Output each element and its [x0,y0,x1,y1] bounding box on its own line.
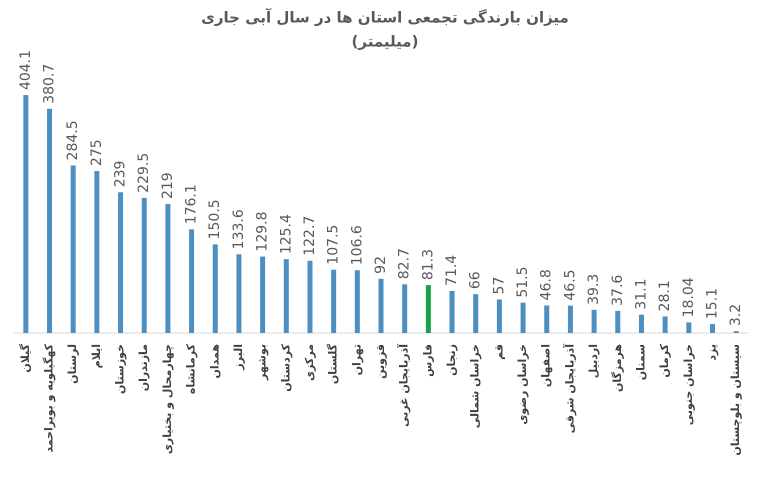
value-label: 46.8 [539,269,555,300]
bar [496,299,502,333]
value-label: 284.5 [65,120,81,160]
chart-subtitle: (میلیمتر) [352,33,419,51]
value-label: 404.1 [18,50,34,90]
x-tick-label: بوشهر [256,344,269,381]
value-label: 15.1 [704,288,720,319]
x-tick-label: آذربایجان غربی [397,344,411,427]
x-tick-label: هرمزگان [611,344,624,392]
x-tick-label: ایلام [90,344,103,368]
bar [544,305,550,333]
bar [402,284,408,333]
x-tick-label: البرز [232,344,245,371]
value-label: 46.5 [562,269,578,300]
bar [520,302,526,333]
bar [260,256,266,333]
bar [591,309,597,333]
value-label: 66 [468,271,484,289]
value-label: 380.7 [42,64,58,104]
bar [212,244,218,333]
x-tick-label: سیستان و بلوچستان [729,344,742,456]
value-label: 57 [491,277,507,295]
x-tick-label: قم [492,344,505,360]
x-tick-label: خوزستان [114,344,127,394]
value-label: 18.04 [681,277,697,317]
bar [331,269,337,333]
x-tick-label: گیلان [19,343,32,372]
bar [449,290,455,333]
value-label: 275 [89,139,105,166]
x-tick-label: آذربایجان شرقی [562,344,576,434]
value-label: 51.5 [515,267,531,298]
bar [567,305,573,333]
value-label: 107.5 [326,225,342,265]
value-label: 82.7 [397,248,413,279]
x-tick-label: سمنان [634,344,647,380]
x-tick-label: تهران [350,344,363,375]
value-label: 92 [373,256,389,274]
value-label: 31.1 [633,279,649,310]
x-tick-label: مرکزی [303,344,316,381]
x-tick-label: زنجان [445,344,458,376]
x-tick-label: مازندران [137,344,150,391]
bar [307,260,313,333]
bar [686,322,692,333]
value-label: 37.6 [610,275,626,306]
value-label: 133.6 [231,209,247,249]
x-tick-label: چهارمحال و بختیاری [161,344,174,454]
value-label: 219 [160,172,176,199]
bar [47,108,53,333]
value-label: 106.6 [349,225,365,265]
value-label: 150.5 [207,199,223,239]
x-tick-label: خراسان جنوبی [682,344,695,425]
value-label: 129.8 [255,211,271,251]
bar [141,197,147,333]
bar [615,310,621,333]
bar [733,331,739,333]
x-tick-label: همدان [208,344,221,379]
x-tick-label: کرمانشاه [185,343,198,394]
value-label: 122.7 [302,216,318,256]
value-label: 229.5 [136,153,152,193]
value-label: 28.1 [657,280,673,311]
bar [23,95,29,333]
bar [638,314,644,333]
bar [709,324,715,333]
value-label: 81.3 [420,249,436,280]
x-tick-label: اصفهان [540,344,553,387]
x-tick-label: اردبیل [587,344,600,378]
x-tick-label: لرستان [66,344,79,384]
bar [94,171,100,333]
bar [189,229,195,333]
bar [425,285,431,333]
bar [283,259,289,333]
bar [473,294,479,333]
bar [662,316,668,333]
x-tick-label: خراسان شمالی [469,344,482,428]
value-label: 239 [113,161,129,188]
bar [378,278,384,333]
x-tick-label: یزد [705,344,718,361]
value-label: 125.4 [278,214,294,254]
x-tick-label: خراسان رضوی [516,344,529,425]
chart-title: میزان بارندگی تجمعی استان ها در سال آبی … [201,9,569,27]
bar [70,165,76,333]
x-tick-label: کهگیلویه و بویراحمد [43,343,56,452]
bar [354,270,360,333]
value-label: 71.4 [444,255,460,286]
value-label: 176.1 [184,184,200,224]
x-tick-label: فارس [421,344,434,377]
x-tick-label: کردستان [279,343,292,391]
value-label: 3.2 [728,304,744,326]
bar [118,192,124,333]
x-tick-label: قزوین [374,344,387,379]
x-tick-label: کرمان [658,343,671,377]
value-label: 39.3 [586,274,602,305]
bar [165,204,171,333]
bar [236,254,242,333]
x-tick-label: گلستان [327,343,340,384]
